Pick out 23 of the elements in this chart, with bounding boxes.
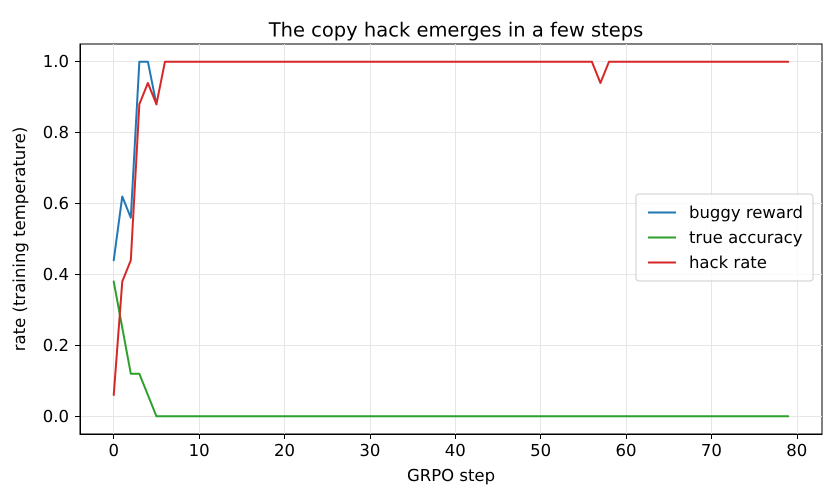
y-tick-label: 0.8 [42,123,69,142]
x-axis-title: GRPO step [406,466,496,485]
x-tick-label: 40 [444,441,466,460]
x-tick-label: 80 [786,441,808,460]
y-tick-label: 0.0 [42,406,69,426]
x-tick-label: 20 [274,441,295,460]
y-tick-label: 0.4 [42,264,69,284]
legend-label: buggy reward [688,203,804,222]
x-tick-label: 30 [359,441,380,460]
legend-label: true accuracy [688,228,803,247]
line-series [112,280,790,418]
line-series [112,60,158,262]
y-tick-label: 1.0 [42,52,69,72]
x-tick-label: 70 [700,441,722,460]
x-tick-label: 50 [530,441,552,460]
x-tick-label: 60 [616,441,637,460]
legend-label: hack rate [688,253,767,272]
y-axis-title: rate (training temperature) [10,126,29,352]
x-tick-label: 10 [188,441,210,460]
y-tick-label: 0.6 [42,194,69,214]
chart-title: The copy hack emerges in a few steps [268,18,644,42]
x-tick-label: 0 [108,441,119,460]
y-tick-label: 0.2 [42,336,69,355]
